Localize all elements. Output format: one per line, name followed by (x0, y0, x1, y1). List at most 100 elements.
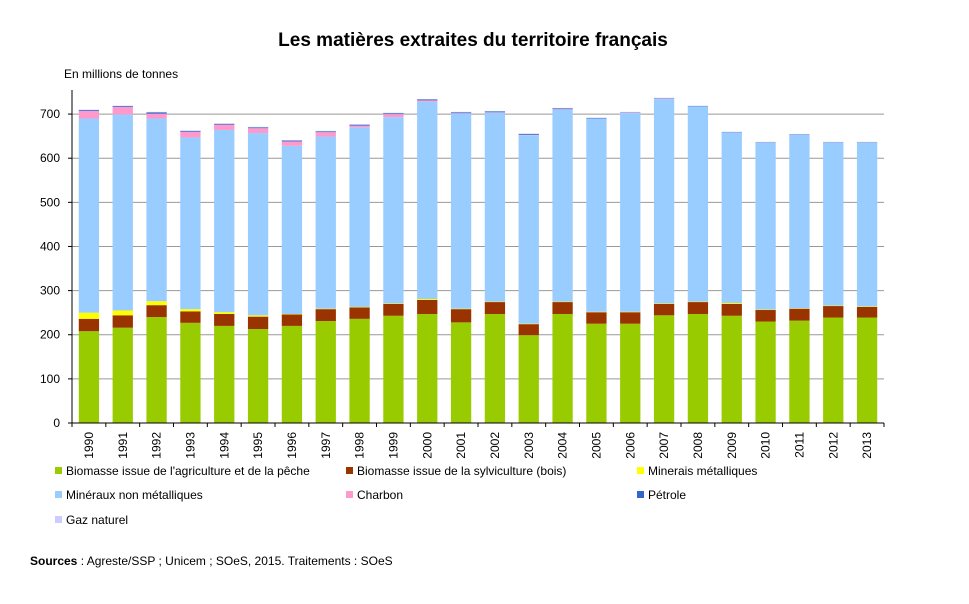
bar-segment (484, 111, 506, 113)
x-tick-label: 2007 (657, 432, 671, 459)
x-tick-label: 1991 (116, 432, 130, 459)
bar-segment (214, 312, 235, 314)
bar-segment (281, 145, 303, 314)
bar-segment (586, 118, 607, 312)
x-tick-label: 2013 (860, 432, 874, 459)
x-tick-label: 1996 (285, 432, 299, 459)
bar-segment (552, 108, 573, 110)
legend-label: Pétrole (648, 488, 686, 502)
y-tick-label: 600 (40, 151, 60, 165)
bar-segment (687, 313, 709, 423)
x-tick-label: 2000 (420, 432, 434, 459)
bar-segment (653, 315, 675, 423)
bar-segment (281, 325, 303, 423)
bar-segment (146, 113, 167, 119)
bar-segment (721, 315, 742, 423)
chart-title: Les matières extraites du territoire fra… (278, 30, 668, 51)
bar-segment (214, 129, 235, 313)
y-tick-labels: 0 100 200 300 400 500 600 700 (40, 107, 60, 430)
bar-segment (78, 110, 100, 119)
x-tick-label: 1995 (251, 432, 265, 459)
legend-swatch (55, 516, 62, 523)
legend-label: Minerais métalliques (648, 464, 757, 478)
bar-segment (146, 317, 167, 423)
x-tick-label: 2012 (826, 432, 840, 459)
bar-segment (146, 112, 167, 114)
bar-segment (180, 130, 201, 132)
bar-segment (281, 140, 303, 142)
bar-segment (653, 303, 675, 316)
bar-segment (383, 113, 404, 115)
bar-segment (315, 131, 336, 133)
bar-segment (247, 316, 269, 329)
source-note: Sources : Agreste/SSP ; Unicem ; SOeS, 2… (30, 554, 393, 568)
legend-swatch (346, 467, 353, 474)
bar-segment (552, 302, 573, 314)
bar-segment (349, 125, 370, 128)
bar-segment (755, 310, 776, 322)
bar-segment (450, 113, 472, 309)
bar-segment (112, 106, 133, 108)
bar-segment (417, 313, 438, 423)
x-tick-label: 2006 (623, 432, 637, 459)
bar-segment (518, 135, 539, 324)
y-tick-label: 300 (40, 284, 60, 298)
y-axis-unit-label: En millions de tonnes (64, 67, 178, 81)
bar-segment (349, 124, 370, 126)
bar-segment (518, 335, 539, 423)
bar-segment (349, 318, 370, 423)
bar-segment (586, 323, 607, 423)
bar-segment (450, 322, 472, 423)
x-tick-label: 2003 (522, 432, 536, 459)
x-tick-label: 2005 (589, 432, 603, 459)
bars (78, 97, 878, 423)
bar-segment (721, 132, 742, 303)
legend-label: Charbon (357, 488, 403, 502)
x-tick-label: 2009 (725, 432, 739, 459)
bar-segment (180, 131, 201, 138)
bar-segment (552, 109, 573, 302)
bar-segment (586, 312, 607, 324)
bar-segment (417, 100, 438, 102)
bar-segment (620, 113, 641, 312)
bar-segment (112, 327, 133, 423)
bar-segment (214, 325, 235, 423)
x-tick-label: 1992 (150, 432, 164, 459)
bar-segment (349, 127, 370, 307)
bar-segment (417, 298, 438, 300)
bar-segment (755, 321, 776, 423)
bar-segment (383, 114, 404, 118)
bar-segment (112, 310, 133, 316)
legend-swatch (637, 467, 644, 474)
bar-segment (518, 133, 539, 135)
bar-segment (856, 317, 878, 423)
x-tick-label: 2010 (759, 432, 773, 459)
x-tick-label: 2001 (454, 432, 468, 459)
y-tick-label: 200 (40, 328, 60, 342)
bar-segment (315, 309, 336, 322)
bar-segment (180, 311, 201, 323)
bar-segment (823, 317, 844, 423)
gridlines (72, 113, 884, 380)
bar-segment (112, 114, 133, 311)
bar-segment (349, 307, 370, 319)
legend-swatch (637, 491, 644, 498)
bar-segment (484, 302, 506, 314)
bar-segment (78, 118, 100, 313)
bar-segment (247, 133, 269, 316)
source-label: Sources (30, 554, 78, 568)
x-tick-label: 2011 (792, 432, 806, 458)
bar-segment (315, 136, 336, 309)
bar-segment (112, 315, 133, 328)
bar-segment (146, 118, 167, 302)
bar-segment (180, 322, 201, 423)
y-tick-label: 0 (53, 416, 60, 430)
bar-segment (856, 306, 878, 318)
bar-segment (856, 142, 878, 307)
x-tick-label: 1990 (82, 432, 96, 459)
bar-segment (450, 112, 472, 114)
x-tick-label: 2004 (556, 432, 570, 459)
bar-segment (653, 99, 675, 304)
legend-label: Biomasse issue de l'agriculture et de la… (66, 464, 310, 478)
